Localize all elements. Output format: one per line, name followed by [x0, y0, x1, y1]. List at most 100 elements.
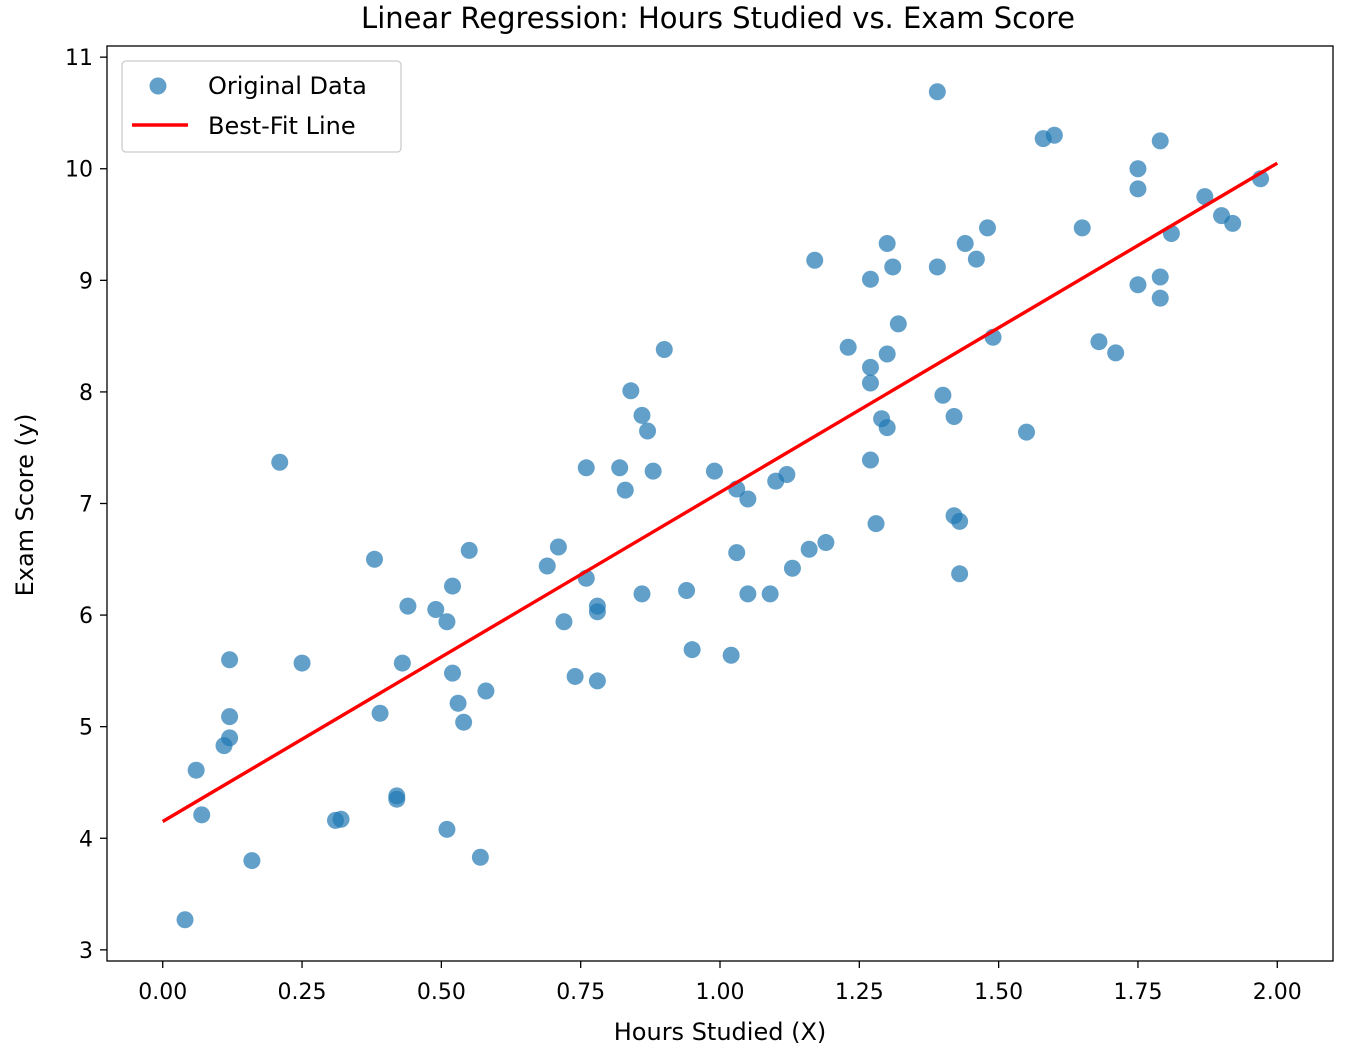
legend: Original Data Best-Fit Line — [121, 60, 402, 153]
best-fit-line — [161, 161, 1279, 823]
x-axis-label: Hours Studied (X) — [614, 1018, 827, 1046]
data-point — [1224, 214, 1242, 232]
data-point — [221, 651, 239, 669]
data-point — [243, 852, 261, 870]
data-point — [655, 341, 673, 359]
data-point — [622, 382, 640, 400]
y-tick-label: 8 — [79, 381, 93, 406]
data-point — [566, 667, 584, 685]
y-tick-label: 11 — [65, 46, 93, 71]
data-point — [951, 565, 969, 583]
data-point — [1129, 180, 1147, 198]
data-point — [951, 512, 969, 530]
data-point — [588, 672, 606, 690]
data-point — [455, 713, 473, 731]
data-point — [549, 538, 567, 556]
data-point — [616, 481, 634, 499]
data-point — [967, 250, 985, 268]
x-axis-ticks: 0.00 0.25 0.50 0.75 1.00 1.25 1.50 1.75 2.00 — [138, 961, 1302, 1005]
scatter-points — [176, 83, 1270, 929]
y-axis-label: Exam Score (y) — [11, 414, 39, 597]
plot-area: 0.00 0.25 0.50 0.75 1.00 1.25 1.50 1.75 2.00 3 4 5… — [65, 45, 1334, 1005]
data-point — [449, 694, 467, 712]
data-point — [477, 682, 495, 700]
y-tick-label: 5 — [79, 716, 93, 741]
data-point — [861, 374, 879, 392]
data-point — [271, 453, 289, 471]
legend-label-points: Original Data — [208, 72, 367, 100]
legend-box — [121, 60, 402, 153]
x-tick-label: 0.75 — [556, 980, 605, 1005]
data-point — [1018, 423, 1035, 441]
data-point — [371, 704, 389, 722]
y-axis-ticks: 3 4 5 6 7 8 9 10 11 — [65, 46, 107, 964]
data-point — [221, 729, 239, 747]
data-point — [388, 790, 406, 808]
data-point — [861, 358, 879, 376]
x-tick-label: 1.00 — [696, 980, 745, 1005]
data-point — [978, 219, 996, 237]
data-point — [471, 848, 489, 866]
x-tick-label: 1.75 — [1113, 980, 1162, 1005]
data-point — [934, 386, 952, 404]
data-point — [678, 582, 696, 600]
data-point — [861, 270, 879, 288]
data-point — [928, 258, 946, 276]
data-point — [1090, 333, 1108, 351]
data-point — [633, 585, 651, 603]
data-point — [800, 540, 818, 558]
y-tick-label: 7 — [79, 493, 93, 518]
data-point — [644, 462, 662, 480]
data-point — [332, 810, 350, 828]
data-point — [728, 544, 746, 562]
data-point — [739, 585, 757, 603]
data-point — [722, 646, 740, 664]
data-point — [1107, 344, 1125, 362]
data-point — [861, 451, 879, 469]
data-point — [193, 806, 211, 824]
data-point — [399, 597, 417, 615]
data-point — [761, 585, 779, 603]
data-point — [444, 577, 462, 595]
data-point — [806, 251, 824, 269]
data-point — [555, 613, 573, 631]
data-point — [365, 550, 383, 568]
data-point — [878, 419, 896, 437]
x-tick-label: 0.25 — [278, 980, 327, 1005]
data-point — [427, 601, 445, 619]
data-point — [884, 258, 902, 276]
data-point — [1196, 188, 1214, 206]
data-point — [577, 459, 595, 477]
data-point — [293, 654, 311, 672]
x-tick-label: 0.50 — [417, 980, 466, 1005]
data-point — [878, 345, 896, 363]
x-tick-label: 1.50 — [974, 980, 1023, 1005]
data-point — [588, 603, 606, 621]
data-point — [928, 83, 946, 101]
data-point — [889, 315, 907, 333]
chart-title: Linear Regression: Hours Studied vs. Exa… — [361, 1, 1075, 35]
data-point — [438, 820, 456, 838]
data-point — [1045, 126, 1063, 144]
data-point — [460, 541, 478, 559]
data-point — [538, 557, 556, 575]
data-point — [633, 406, 651, 424]
legend-label-line: Best-Fit Line — [208, 112, 356, 140]
legend-marker-points — [149, 77, 167, 95]
x-tick-label: 2.00 — [1253, 980, 1302, 1005]
data-point — [611, 459, 629, 477]
data-point — [1129, 276, 1147, 294]
data-point — [778, 465, 796, 483]
axes-frame — [106, 45, 1334, 962]
data-point — [1073, 219, 1091, 237]
data-point — [817, 534, 835, 552]
y-tick-label: 9 — [79, 269, 93, 294]
data-point — [438, 613, 456, 631]
data-point — [221, 708, 239, 726]
data-point — [393, 654, 411, 672]
data-point — [945, 407, 963, 425]
data-point — [867, 515, 885, 533]
data-point — [739, 490, 757, 508]
data-point — [444, 664, 462, 682]
